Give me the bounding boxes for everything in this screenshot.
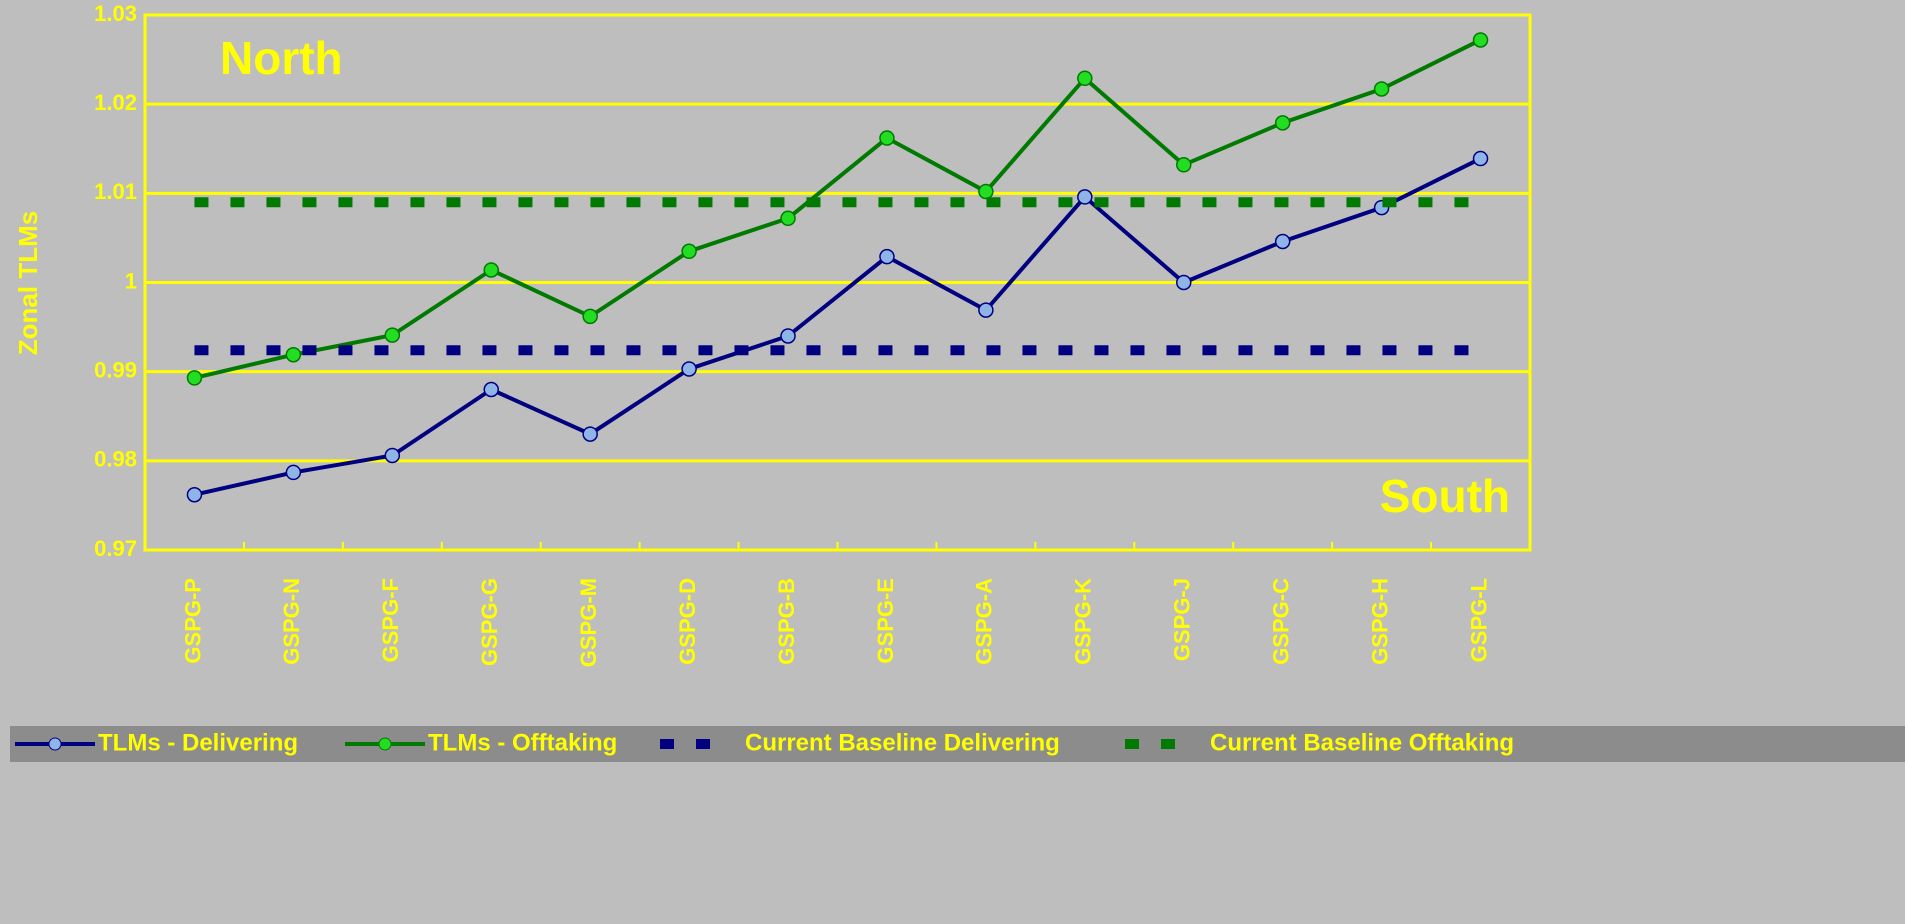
marker: [1077, 189, 1093, 205]
marker: [978, 302, 994, 318]
x-tick-label: GSPG-H: [1367, 578, 1392, 665]
y-tick-label: 0.99: [94, 357, 137, 382]
marker: [978, 183, 994, 200]
marker: [285, 464, 302, 481]
marker: [384, 447, 401, 464]
series-line: [194, 156, 1482, 497]
x-tick-label: GSPG-F: [378, 578, 403, 662]
marker: [1472, 32, 1489, 48]
marker: [1274, 233, 1291, 250]
annotation: North: [220, 32, 343, 84]
x-tick-label: GSPG-M: [576, 578, 601, 667]
x-tick-label: GSPG-A: [972, 578, 997, 665]
legend-marker: [48, 737, 62, 751]
marker: [582, 308, 598, 325]
x-tick-label: GSPG-D: [675, 578, 700, 665]
marker: [285, 346, 302, 363]
y-tick-label: 0.98: [94, 447, 137, 472]
x-tick-label: GSPG-J: [1170, 578, 1195, 661]
marker: [483, 262, 499, 278]
legend-label: Current Baseline Delivering: [745, 729, 1060, 756]
x-tick-label: GSPG-L: [1466, 578, 1491, 662]
x-tick-label: GSPG-B: [774, 578, 799, 665]
marker: [1176, 157, 1192, 173]
y-tick-label: 1.03: [94, 1, 137, 26]
legend-label: TLMs - Delivering: [98, 729, 298, 756]
marker: [879, 248, 895, 265]
x-tick-label: GSPG-C: [1268, 578, 1293, 665]
y-tick-label: 1.01: [94, 179, 137, 204]
marker: [483, 381, 499, 398]
marker: [1176, 274, 1192, 291]
series-line: [194, 38, 1482, 380]
marker: [780, 328, 796, 344]
x-tick-label: GSPG-P: [180, 578, 205, 664]
marker: [384, 327, 401, 343]
y-tick-label: 0.97: [94, 536, 137, 561]
legend-box: [10, 726, 1905, 762]
marker: [186, 486, 203, 503]
y-tick-label: 1: [125, 268, 137, 293]
marker: [681, 361, 697, 377]
marker: [1472, 150, 1489, 167]
marker: [1274, 115, 1291, 131]
marker: [1373, 81, 1390, 97]
marker: [780, 210, 796, 227]
marker: [1077, 70, 1093, 87]
marker: [186, 370, 203, 386]
x-tick-label: GSPG-G: [477, 578, 502, 666]
marker: [879, 130, 895, 146]
legend-label: TLMs - Offtaking: [428, 729, 617, 756]
legend-marker: [378, 737, 392, 751]
legend-label: Current Baseline Offtaking: [1210, 729, 1514, 756]
annotation: South: [1380, 470, 1510, 522]
x-tick-label: GSPG-N: [279, 578, 304, 665]
x-tick-label: GSPG-K: [1071, 578, 1096, 665]
y-tick-label: 1.02: [94, 90, 137, 115]
x-tick-label: GSPG-E: [873, 578, 898, 664]
marker: [582, 426, 598, 442]
marker: [681, 243, 697, 260]
y-axis-label: Zonal TLMs: [13, 211, 43, 355]
